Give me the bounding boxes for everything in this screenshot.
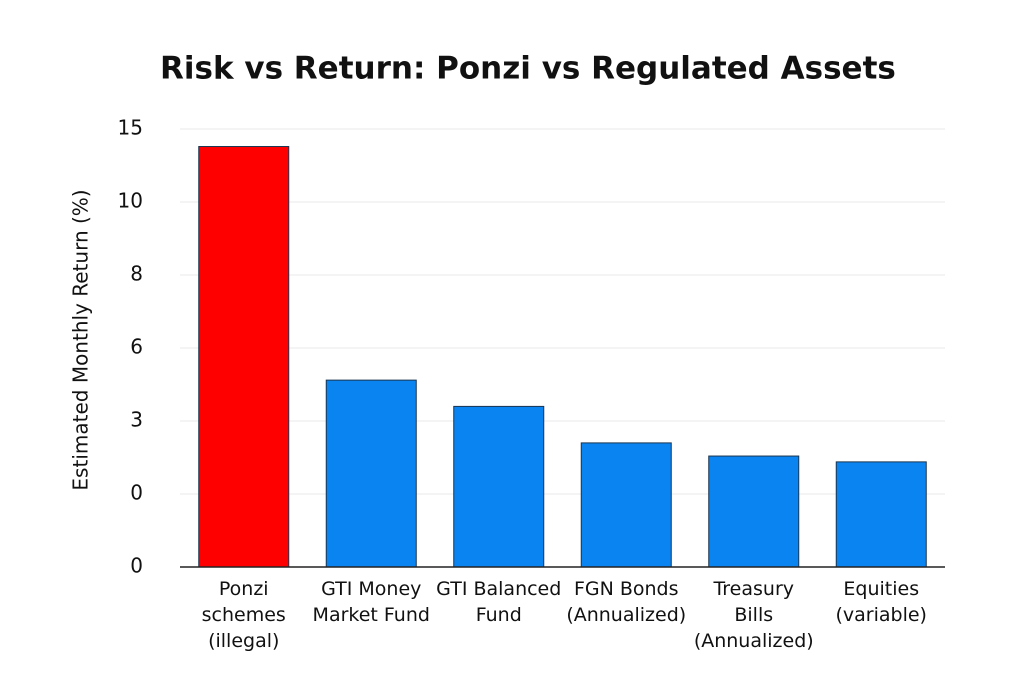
- bar: [198, 146, 290, 568]
- y-tick-label: 10: [118, 189, 143, 213]
- bar: [325, 379, 417, 568]
- x-tick-label: Treasury Bills (Annualized): [693, 578, 814, 652]
- x-tick-label: GTI Money Market Fund: [312, 578, 430, 626]
- chart-title: Risk vs Return: Ponzi vs Regulated Asset…: [160, 51, 896, 87]
- x-tick-label: Ponzi schemes (illegal): [201, 578, 286, 652]
- bar: [708, 455, 800, 568]
- y-tick-label: 6: [130, 335, 143, 359]
- y-axis-label: Estimated Monthly Return (%): [69, 189, 93, 490]
- x-tick-label: FGN Bonds (Annualized): [566, 578, 687, 626]
- x-tick-label: GTI Balanced Fund: [436, 578, 562, 626]
- y-tick-label: 15: [118, 116, 143, 140]
- bar: [453, 405, 545, 568]
- y-tick-label: 8: [130, 262, 143, 286]
- y-tick-label: 3: [130, 408, 143, 432]
- y-tick-label: 0: [130, 554, 143, 578]
- y-tick-label: 0: [130, 481, 143, 505]
- bar: [580, 442, 672, 568]
- bar: [835, 461, 927, 568]
- x-tick-label: Equities (variable): [835, 578, 927, 626]
